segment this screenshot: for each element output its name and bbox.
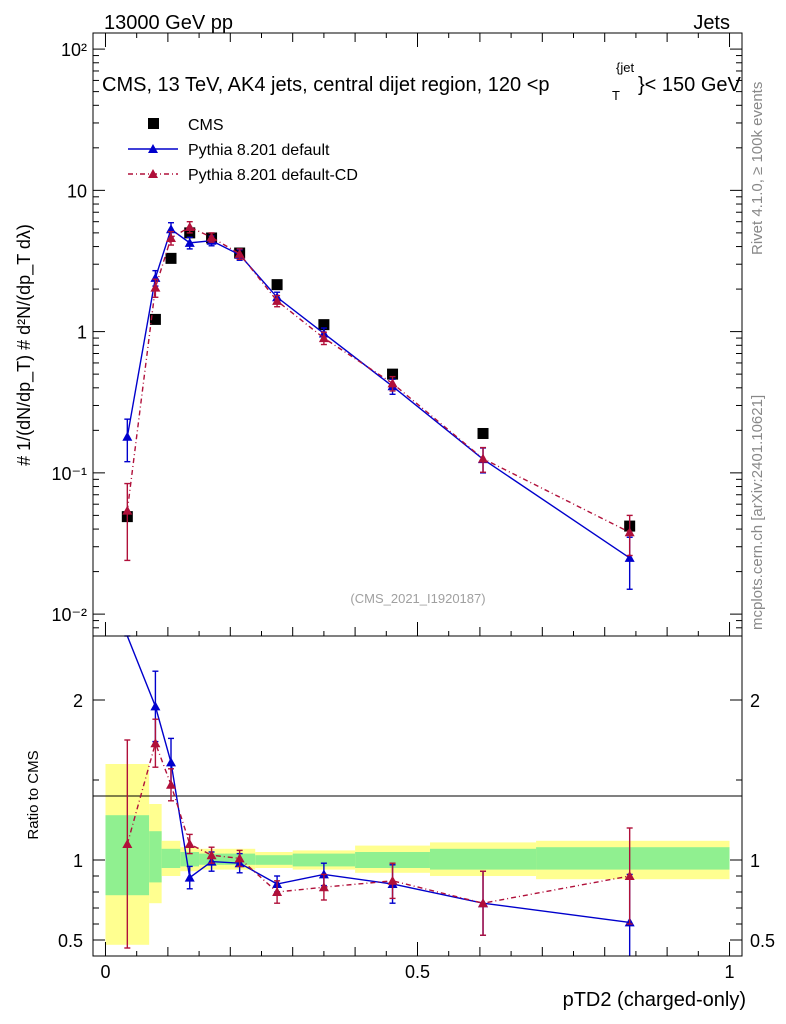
x-tick-label: 0 [100,962,110,982]
ratio-panel-ticks: 0.5 0.5 1 1 2 2 0 0.5 1 [58,691,775,982]
main-panel: 10⁻² 10⁻¹ 1 10 10² (CMS_2021_I1920187) [51,32,743,637]
legend-entry-1: Pythia 8.201 default [128,142,330,159]
category-label: Jets [693,12,730,34]
ratio-data-point [184,839,195,848]
ratio-data-point [387,875,398,885]
main-panel-series [121,220,636,590]
ratio-tick-label: 1 [750,851,760,871]
mc-data-point [318,333,329,343]
y-axis-label-top: # 1/(dN/dp_T) # d²N/(dp_T dλ) [14,224,35,466]
ratio-data-point [166,757,177,767]
legend-label: Pythia 8.201 default [188,142,330,159]
stat-uncertainty-band [292,853,356,867]
ratio-data-point [150,738,161,748]
mc-data-point [150,282,161,292]
ratio-data-point [478,898,489,908]
ratio-tick-label: 0.5 [58,931,83,951]
main-panel-ticks: 10⁻² 10⁻¹ 1 10 10² [51,33,742,637]
x-tick-label: 1 [725,962,735,982]
ratio-data-point [318,882,329,892]
stat-uncertainty-band [161,848,181,868]
analysis-id-watermark: (CMS_2021_I1920187) [350,591,485,606]
ratio-data-point [166,779,177,789]
ratio-uncertainty-bands [105,764,730,945]
ratio-tick-label: 2 [750,691,760,711]
y-tick-label: 10⁻¹ [51,464,87,484]
ratio-data-point [624,871,635,880]
legend: CMS Pythia 8.201 default Pythia 8.201 defa… [128,117,358,184]
legend-label: Pythia 8.201 default-CD [188,167,358,184]
series-pythia-8-201-default-cd [122,220,635,562]
cms-data-point [165,252,177,264]
stat-uncertainty-band [355,852,430,868]
cms-data-point [149,313,161,325]
ratio-tick-label: 1 [73,851,83,871]
ratio-panel-frame [92,635,743,957]
ratio-panel: 0.5 0.5 1 1 2 2 0 0.5 1 [58,635,775,982]
ratio-data-point [234,853,245,863]
cms-data-point [477,427,489,439]
ratio-data-point [272,887,283,896]
mc-data-point [184,222,195,232]
mcplots-label: mcplots.cern.ch [arXiv:2401.10621] [749,395,766,630]
stat-uncertainty-band [149,831,162,883]
y-tick-label: 10⁻² [51,605,87,625]
mc-data-point [624,552,635,562]
stat-uncertainty-band [255,855,293,865]
ratio-data-point [184,872,195,882]
cms-data-point [271,279,283,291]
title-tail: }< 150 GeV [638,74,742,96]
y-axis-label-bottom: Ratio to CMS [25,750,42,839]
cms-data-point [387,368,399,380]
title-main: CMS, 13 TeV, AK4 jets, central dijet reg… [102,74,550,96]
x-tick-label: 0.5 [405,962,430,982]
ratio-data-point [122,839,133,848]
title-sub: T [612,88,620,103]
legend-marker [148,144,158,153]
mc-data-point [122,431,133,441]
ratio-data-point [150,701,161,711]
mc-data-point [272,295,283,305]
ratio-line [126,740,630,904]
ratio-series-2 [122,718,635,949]
mc-data-point [624,527,635,537]
mc-data-point [122,505,133,515]
mc-data-point [166,232,177,242]
stat-uncertainty-band [180,852,200,867]
series-pythia-8-201-default [122,222,635,590]
legend-entry-2: Pythia 8.201 default-CD [128,167,358,184]
y-tick-label: 10 [67,181,87,201]
x-axis-label: pTD2 (charged-only) [563,989,746,1011]
legend-marker [148,169,158,178]
ratio-tick-label: 0.5 [750,931,775,951]
legend-label: CMS [188,117,224,134]
ratio-tick-label: 2 [73,691,83,711]
series-cms [121,227,636,532]
ratio-data-point [206,850,217,860]
legend-entry-0: CMS [148,117,224,134]
mc-data-point [184,237,195,247]
ratio-panel-series [122,635,635,956]
legend-marker [148,118,159,129]
chart-title: CMS, 13 TeV, AK4 jets, central dijet reg… [102,60,742,103]
title-sup: {jet [616,60,634,75]
y-tick-label: 10² [61,40,87,60]
series-line [126,226,630,533]
series-line [126,228,631,559]
y-tick-label: 1 [77,323,87,343]
ratio-line [126,635,630,924]
rivet-version-label: Rivet 4.1.0, ≥ 100k events [749,82,766,255]
energy-label: 13000 GeV pp [104,12,233,34]
mc-data-point [206,232,217,242]
cms-data-point [318,319,330,331]
stat-uncertainty-band [536,847,730,870]
mc-data-point [387,378,398,388]
stat-uncertainty-band [429,848,537,870]
mc-data-point [478,453,489,463]
mc-data-point [234,248,245,258]
